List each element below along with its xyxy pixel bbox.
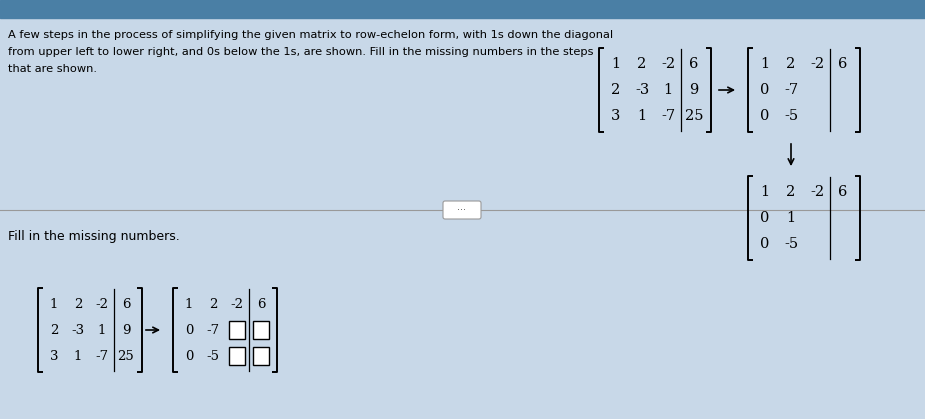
Text: -5: -5 bbox=[784, 109, 798, 123]
Text: 1: 1 bbox=[637, 109, 647, 123]
Text: 0: 0 bbox=[760, 109, 770, 123]
Text: -5: -5 bbox=[784, 237, 798, 251]
Text: 1: 1 bbox=[611, 57, 621, 71]
Text: Fill in the missing numbers.: Fill in the missing numbers. bbox=[8, 230, 179, 243]
Text: -5: -5 bbox=[206, 349, 219, 362]
Text: 6: 6 bbox=[122, 297, 130, 310]
Text: 9: 9 bbox=[689, 83, 698, 97]
Text: 1: 1 bbox=[786, 211, 796, 225]
Text: from upper left to lower right, and 0s below the 1s, are shown. Fill in the miss: from upper left to lower right, and 0s b… bbox=[8, 47, 594, 57]
Text: 6: 6 bbox=[838, 185, 847, 199]
Text: that are shown.: that are shown. bbox=[8, 64, 97, 74]
Text: 2: 2 bbox=[209, 297, 217, 310]
Text: 2: 2 bbox=[50, 323, 58, 336]
Text: 2: 2 bbox=[786, 57, 796, 71]
Text: -7: -7 bbox=[206, 323, 219, 336]
Text: 6: 6 bbox=[838, 57, 847, 71]
Text: 1: 1 bbox=[74, 349, 82, 362]
Text: 0: 0 bbox=[760, 211, 770, 225]
Text: 1: 1 bbox=[663, 83, 672, 97]
Text: 1: 1 bbox=[760, 57, 770, 71]
Text: 6: 6 bbox=[257, 297, 265, 310]
Text: -3: -3 bbox=[71, 323, 84, 336]
Text: 9: 9 bbox=[122, 323, 130, 336]
Text: -2: -2 bbox=[95, 297, 108, 310]
Text: 25: 25 bbox=[117, 349, 134, 362]
Text: 2: 2 bbox=[611, 83, 621, 97]
Bar bbox=[229, 321, 245, 339]
Text: 2: 2 bbox=[637, 57, 647, 71]
Text: 0: 0 bbox=[760, 237, 770, 251]
Text: 3: 3 bbox=[50, 349, 58, 362]
Text: 0: 0 bbox=[185, 323, 193, 336]
Text: -2: -2 bbox=[230, 297, 243, 310]
Text: 0: 0 bbox=[760, 83, 770, 97]
Text: -2: -2 bbox=[810, 185, 824, 199]
Bar bbox=[253, 321, 269, 339]
Text: 25: 25 bbox=[684, 109, 703, 123]
Text: 2: 2 bbox=[786, 185, 796, 199]
Text: -2: -2 bbox=[661, 57, 675, 71]
Text: -3: -3 bbox=[635, 83, 649, 97]
Bar bbox=[0, 0, 925, 18]
Text: -7: -7 bbox=[784, 83, 798, 97]
Text: 3: 3 bbox=[611, 109, 621, 123]
Text: 2: 2 bbox=[74, 297, 82, 310]
Text: 1: 1 bbox=[98, 323, 106, 336]
Text: 0: 0 bbox=[185, 349, 193, 362]
Bar bbox=[229, 347, 245, 365]
Text: -7: -7 bbox=[95, 349, 108, 362]
FancyBboxPatch shape bbox=[443, 201, 481, 219]
Text: 1: 1 bbox=[50, 297, 58, 310]
Text: 1: 1 bbox=[185, 297, 193, 310]
Text: 1: 1 bbox=[760, 185, 770, 199]
Text: 6: 6 bbox=[689, 57, 698, 71]
Text: -7: -7 bbox=[661, 109, 675, 123]
Text: -2: -2 bbox=[810, 57, 824, 71]
Text: ···: ··· bbox=[458, 205, 466, 215]
Bar bbox=[253, 347, 269, 365]
Text: A few steps in the process of simplifying the given matrix to row-echelon form, : A few steps in the process of simplifyin… bbox=[8, 30, 613, 40]
